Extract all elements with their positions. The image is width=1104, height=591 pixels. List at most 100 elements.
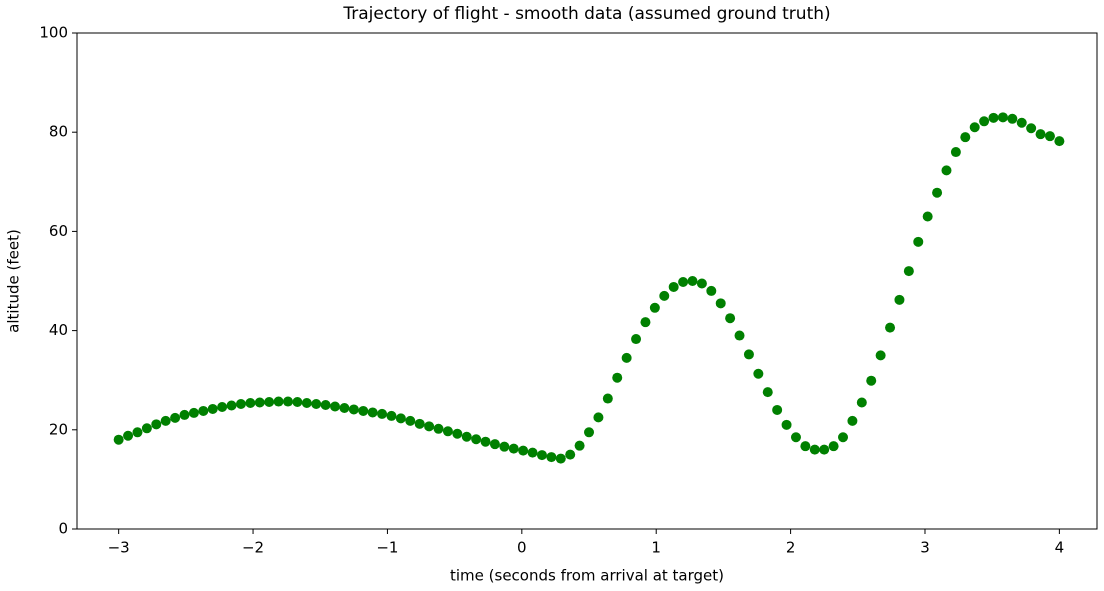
point	[518, 445, 529, 456]
point	[941, 165, 952, 176]
point	[226, 400, 237, 411]
y-tick-label: 20	[49, 420, 68, 438]
point	[527, 447, 538, 458]
chart-title: Trajectory of flight - smooth data (assu…	[342, 4, 830, 24]
point	[273, 396, 284, 407]
y-tick-label: 60	[49, 222, 68, 240]
point	[678, 276, 689, 287]
point	[885, 322, 896, 333]
point	[800, 441, 811, 452]
point	[348, 404, 359, 415]
point	[725, 313, 736, 324]
point	[828, 441, 839, 452]
point	[997, 112, 1008, 123]
point	[1016, 117, 1027, 128]
point	[414, 418, 425, 429]
point	[734, 330, 745, 341]
point	[706, 285, 717, 296]
point	[386, 410, 397, 421]
point	[141, 423, 152, 434]
point	[132, 427, 143, 438]
point	[536, 450, 547, 461]
point	[979, 116, 990, 127]
point	[602, 393, 613, 404]
x-axis-label: time (seconds from arrival at target)	[450, 567, 724, 585]
point	[612, 372, 623, 383]
point	[668, 281, 679, 292]
point	[480, 436, 491, 447]
point	[743, 349, 754, 360]
point	[123, 430, 134, 441]
x-tick-label: −1	[376, 539, 398, 557]
point	[565, 449, 576, 460]
point	[913, 236, 924, 247]
point	[659, 290, 670, 301]
point	[894, 294, 905, 305]
point	[311, 399, 322, 410]
point	[875, 350, 886, 361]
point	[903, 266, 914, 277]
point	[405, 415, 416, 426]
point	[762, 387, 773, 398]
point	[715, 298, 726, 309]
point	[188, 407, 199, 418]
point	[433, 423, 444, 434]
point	[377, 408, 388, 419]
point	[593, 412, 604, 423]
point	[1007, 113, 1018, 124]
point	[1035, 129, 1046, 140]
point	[1044, 131, 1055, 142]
point	[499, 441, 510, 452]
x-tick-label: −2	[242, 539, 264, 557]
point	[856, 397, 867, 408]
point	[452, 428, 463, 439]
point	[932, 187, 943, 198]
point	[781, 419, 792, 430]
point	[969, 122, 980, 133]
point	[198, 405, 209, 416]
point	[151, 419, 162, 430]
point	[847, 415, 858, 426]
point	[160, 415, 171, 426]
point	[950, 147, 961, 158]
point	[819, 444, 830, 455]
point	[1054, 136, 1065, 147]
point	[330, 401, 341, 412]
point	[584, 427, 595, 438]
point	[621, 352, 632, 363]
point	[170, 412, 181, 423]
point	[264, 397, 275, 408]
point	[471, 434, 482, 445]
point	[922, 211, 933, 222]
point	[489, 439, 500, 450]
y-axis-label: altitude (feet)	[5, 229, 23, 333]
point	[179, 409, 190, 420]
point	[508, 443, 519, 454]
point	[461, 431, 472, 442]
plot-frame	[76, 32, 1098, 530]
x-tick-label: −3	[108, 539, 130, 557]
point	[282, 396, 293, 407]
point	[687, 276, 698, 286]
x-tick-label: 4	[1055, 539, 1065, 557]
x-tick-label: 2	[786, 539, 796, 557]
point	[395, 413, 406, 424]
point	[424, 421, 435, 432]
point	[790, 432, 801, 443]
point	[960, 132, 971, 143]
point	[320, 400, 331, 410]
point	[772, 404, 783, 415]
y-tick-label: 80	[49, 123, 68, 141]
x-tick-label: 0	[517, 539, 527, 557]
x-tick-label: 3	[920, 539, 930, 557]
point	[649, 302, 660, 313]
y-tick-label: 0	[58, 520, 68, 538]
point	[367, 407, 378, 418]
point	[546, 452, 557, 463]
point	[988, 112, 999, 123]
point	[838, 432, 849, 443]
point	[292, 397, 303, 408]
point	[866, 375, 877, 386]
point	[442, 426, 453, 437]
